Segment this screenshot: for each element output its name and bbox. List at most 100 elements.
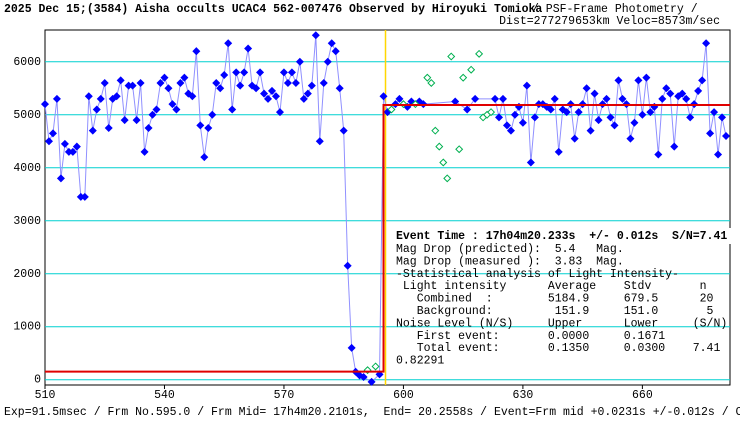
data-point — [196, 121, 205, 130]
data-point — [260, 89, 269, 98]
data-point — [160, 73, 169, 82]
data-point — [678, 89, 687, 98]
data-point — [128, 81, 137, 90]
data-point — [546, 105, 555, 114]
data-point — [658, 94, 667, 103]
data-point — [618, 94, 627, 103]
chart-title: 2025 Dec 15;(3584) Aisha occults UCAC4 5… — [4, 3, 542, 16]
data-point — [256, 68, 265, 77]
y-tick-label: 2000 — [13, 268, 41, 281]
series-line — [45, 103, 730, 373]
data-point — [204, 124, 213, 133]
data-point — [299, 94, 308, 103]
data-point — [518, 118, 527, 127]
data-point — [495, 113, 504, 122]
data-point — [491, 94, 500, 103]
data-point — [240, 68, 249, 77]
data-point — [228, 105, 237, 114]
data-point — [216, 84, 225, 93]
event-time: Event Time : 17h04m20.233s +/- 0.012s S/… — [396, 230, 727, 243]
data-point — [355, 371, 364, 380]
data-point — [104, 124, 113, 133]
data-point — [116, 76, 125, 85]
data-point — [550, 94, 559, 103]
data-point — [156, 78, 165, 87]
data-point — [367, 377, 376, 386]
data-point — [100, 78, 109, 87]
chart-subtitle: / PSF-Frame Photometry / — [532, 3, 698, 16]
data-point — [475, 49, 484, 58]
data-point — [714, 150, 723, 159]
data-point — [666, 89, 675, 98]
data-point — [722, 131, 731, 140]
data-point — [506, 126, 515, 135]
data-point — [463, 105, 472, 114]
data-point — [303, 89, 312, 98]
data-point — [562, 108, 571, 117]
info-line: Noise Level (N/S) Upper Lower (S/N) — [396, 317, 727, 330]
data-point — [646, 108, 655, 117]
data-point — [244, 44, 253, 53]
data-point — [120, 116, 129, 125]
data-point — [614, 76, 623, 85]
data-point — [471, 94, 480, 103]
data-point — [590, 89, 599, 98]
data-point — [498, 94, 508, 103]
y-tick-label: 1000 — [13, 321, 41, 334]
data-point — [634, 76, 643, 85]
data-point — [443, 174, 452, 183]
data-point — [670, 142, 679, 151]
x-tick-label: 660 — [632, 389, 653, 402]
data-point — [574, 108, 583, 117]
data-point — [582, 84, 591, 93]
data-point — [375, 370, 384, 379]
data-point — [698, 76, 707, 85]
data-point — [168, 100, 177, 109]
data-point — [467, 65, 476, 74]
info-line: Mag Drop (measured ): 3.83 Mag. — [396, 255, 624, 268]
data-point — [530, 113, 539, 122]
data-point — [148, 110, 157, 119]
data-point — [271, 92, 280, 101]
data-point — [319, 78, 328, 87]
data-point — [307, 81, 316, 90]
data-point — [68, 147, 77, 156]
data-point — [347, 343, 356, 352]
data-point — [212, 78, 221, 87]
data-point — [136, 78, 145, 87]
data-point — [459, 73, 468, 82]
data-point — [638, 110, 647, 119]
data-point — [140, 147, 149, 156]
chart-subtitle: Dist=277279653km Veloc=8573m/sec — [499, 15, 720, 28]
data-point — [264, 94, 273, 103]
data-point — [172, 105, 181, 114]
data-point — [315, 137, 324, 146]
info-line: Total event: 0.1350 0.0300 7.41 — [396, 342, 720, 355]
data-point — [594, 116, 603, 125]
footer: Exp=91.5msec / Frm No.595.0 / Frm Mid= 1… — [4, 406, 740, 419]
data-point — [252, 84, 261, 93]
data-point — [522, 81, 531, 90]
info-background — [395, 228, 740, 244]
data-point — [323, 57, 332, 66]
data-point — [52, 94, 61, 103]
data-point — [80, 192, 89, 201]
data-point — [144, 124, 153, 133]
data-point — [431, 126, 440, 135]
info-line: -Statistical analysis of Light Intensity… — [396, 268, 679, 281]
data-point — [694, 86, 703, 95]
data-point — [718, 113, 727, 122]
data-point — [295, 57, 304, 66]
data-point — [331, 47, 340, 56]
data-point — [208, 110, 217, 119]
data-point — [455, 145, 464, 154]
x-tick-label: 570 — [274, 389, 295, 402]
x-tick-label: 510 — [35, 389, 56, 402]
data-point — [84, 92, 93, 101]
data-point — [630, 118, 639, 127]
data-point — [706, 129, 715, 138]
y-tick-label: 5000 — [13, 109, 41, 122]
data-point — [44, 137, 53, 146]
